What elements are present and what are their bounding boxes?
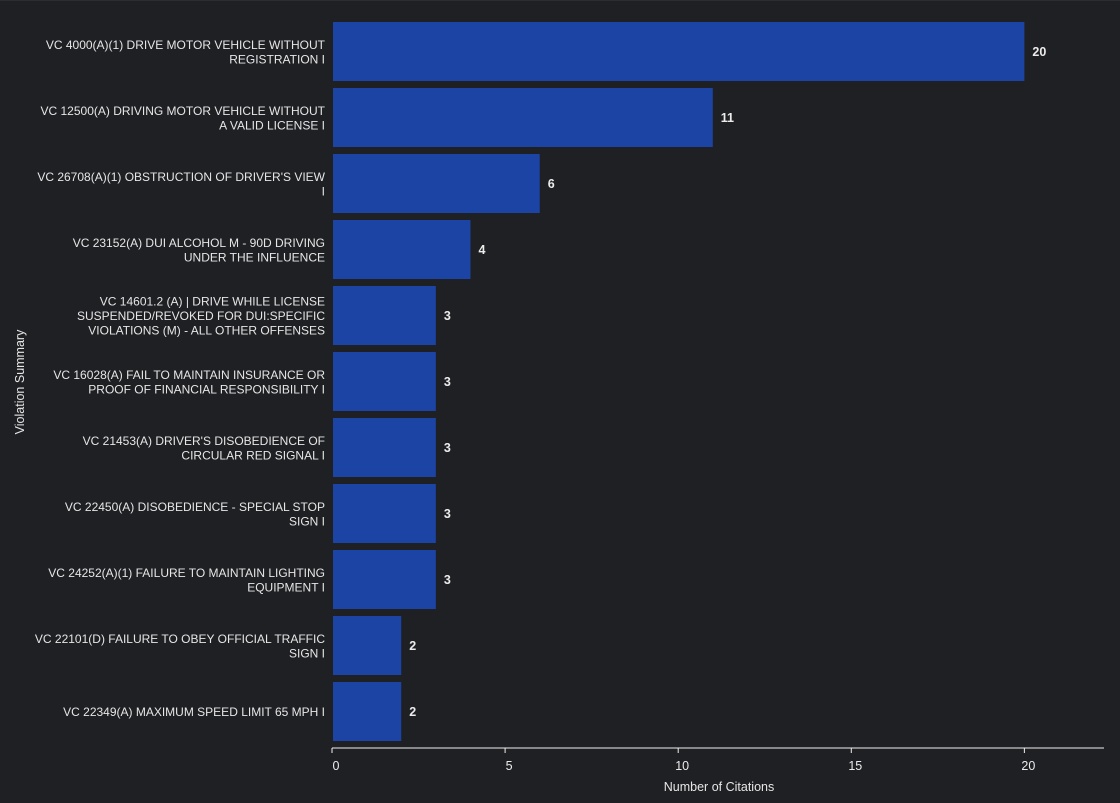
value-label: 3 xyxy=(444,309,451,323)
x-tick-label: 10 xyxy=(675,759,689,773)
bar xyxy=(333,22,1025,81)
value-label: 2 xyxy=(409,705,416,719)
value-label: 3 xyxy=(444,507,451,521)
x-axis-title: Number of Citations xyxy=(664,780,774,794)
category-label-line: VC 24252(A)(1) FAILURE TO MAINTAIN LIGHT… xyxy=(48,566,325,580)
category-label: VC 24252(A)(1) FAILURE TO MAINTAIN LIGHT… xyxy=(48,566,325,595)
category-labels: VC 4000(A)(1) DRIVE MOTOR VEHICLE WITHOU… xyxy=(35,38,326,719)
x-tick-label: 5 xyxy=(506,759,513,773)
value-label: 3 xyxy=(444,375,451,389)
category-label-line: VC 21453(A) DRIVER'S DISOBEDIENCE OF xyxy=(83,434,325,448)
x-axis: 0 5 10 15 20 xyxy=(331,747,1104,773)
bar xyxy=(333,154,540,213)
bar xyxy=(333,550,436,609)
category-label: VC 21453(A) DRIVER'S DISOBEDIENCE OF CIRC… xyxy=(83,434,325,463)
value-label: 11 xyxy=(721,111,734,125)
value-label: 3 xyxy=(444,441,451,455)
top-border xyxy=(0,0,1120,1)
category-label: VC 23152(A) DUI ALCOHOL M - 90D DRIVING U… xyxy=(73,236,325,265)
category-label-line: VC 23152(A) DUI ALCOHOL M - 90D DRIVING xyxy=(73,236,325,250)
bar xyxy=(333,220,471,279)
value-label: 3 xyxy=(444,573,451,587)
category-label: VC 14601.2 (A) | DRIVE WHILE LICENSE SUSP… xyxy=(77,295,325,338)
category-label: VC 4000(A)(1) DRIVE MOTOR VEHICLE WITHOU… xyxy=(46,38,326,67)
category-label-line: VC 16028(A) FAIL TO MAINTAIN INSURANCE O… xyxy=(53,368,325,382)
category-label-line: VC 26708(A)(1) OBSTRUCTION OF DRIVER'S V… xyxy=(37,170,325,184)
category-label-line: VC 12500(A) DRIVING MOTOR VEHICLE WITHOU… xyxy=(41,104,326,118)
category-label: VC 16028(A) FAIL TO MAINTAIN INSURANCE O… xyxy=(53,368,325,397)
category-label-line: CIRCULAR RED SIGNAL I xyxy=(181,448,325,462)
category-label-line: VC 14601.2 (A) | DRIVE WHILE LICENSE xyxy=(100,295,325,309)
category-label: VC 22101(D) FAILURE TO OBEY OFFICIAL TRA… xyxy=(35,632,325,661)
bar xyxy=(333,352,436,411)
category-label-line: VC 22450(A) DISOBEDIENCE - SPECIAL STOP xyxy=(65,500,325,514)
category-label-line: VC 22101(D) FAILURE TO OBEY OFFICIAL TRA… xyxy=(35,632,325,646)
category-label-line: I xyxy=(322,184,325,198)
category-label: VC 22450(A) DISOBEDIENCE - SPECIAL STOP S… xyxy=(65,500,325,529)
value-label: 6 xyxy=(548,177,555,191)
y-axis-title: Violation Summary xyxy=(13,329,27,434)
bar xyxy=(333,484,436,543)
category-label-line: VIOLATIONS (M) - ALL OTHER OFFENSES xyxy=(88,324,325,338)
value-label: 2 xyxy=(409,639,416,653)
category-label-line: A VALID LICENSE I xyxy=(219,118,325,132)
category-label-line: SUSPENDED/REVOKED FOR DUI:SPECIFIC xyxy=(77,309,325,323)
category-label-line: VC 4000(A)(1) DRIVE MOTOR VEHICLE WITHOU… xyxy=(46,38,326,52)
bar xyxy=(333,616,402,675)
bar xyxy=(333,88,713,147)
category-label: VC 12500(A) DRIVING MOTOR VEHICLE WITHOU… xyxy=(41,104,326,133)
category-label: VC 26708(A)(1) OBSTRUCTION OF DRIVER'S V… xyxy=(37,170,325,199)
bar xyxy=(333,682,402,741)
value-label: 4 xyxy=(478,243,485,257)
category-label-line: REGISTRATION I xyxy=(229,52,325,66)
bar xyxy=(333,286,436,345)
category-label-line: SIGN I xyxy=(289,514,325,528)
category-label: VC 22349(A) MAXIMUM SPEED LIMIT 65 MPH I xyxy=(63,705,325,719)
category-label-line: EQUIPMENT I xyxy=(247,580,325,594)
category-label-line: UNDER THE INFLUENCE xyxy=(184,250,325,264)
x-tick-label: 15 xyxy=(848,759,862,773)
category-label-line: PROOF OF FINANCIAL RESPONSIBILITY I xyxy=(88,382,325,396)
bar xyxy=(333,418,436,477)
value-label: 20 xyxy=(1032,45,1046,59)
value-labels: 20 11 6 4 3 3 3 3 3 2 2 xyxy=(409,45,1046,719)
x-tick-label: 20 xyxy=(1021,759,1035,773)
category-label-line: VC 22349(A) MAXIMUM SPEED LIMIT 65 MPH I xyxy=(63,705,325,719)
category-label-line: SIGN I xyxy=(289,646,325,660)
x-tick-label: 0 xyxy=(333,759,340,773)
bars-layer xyxy=(333,22,1025,741)
